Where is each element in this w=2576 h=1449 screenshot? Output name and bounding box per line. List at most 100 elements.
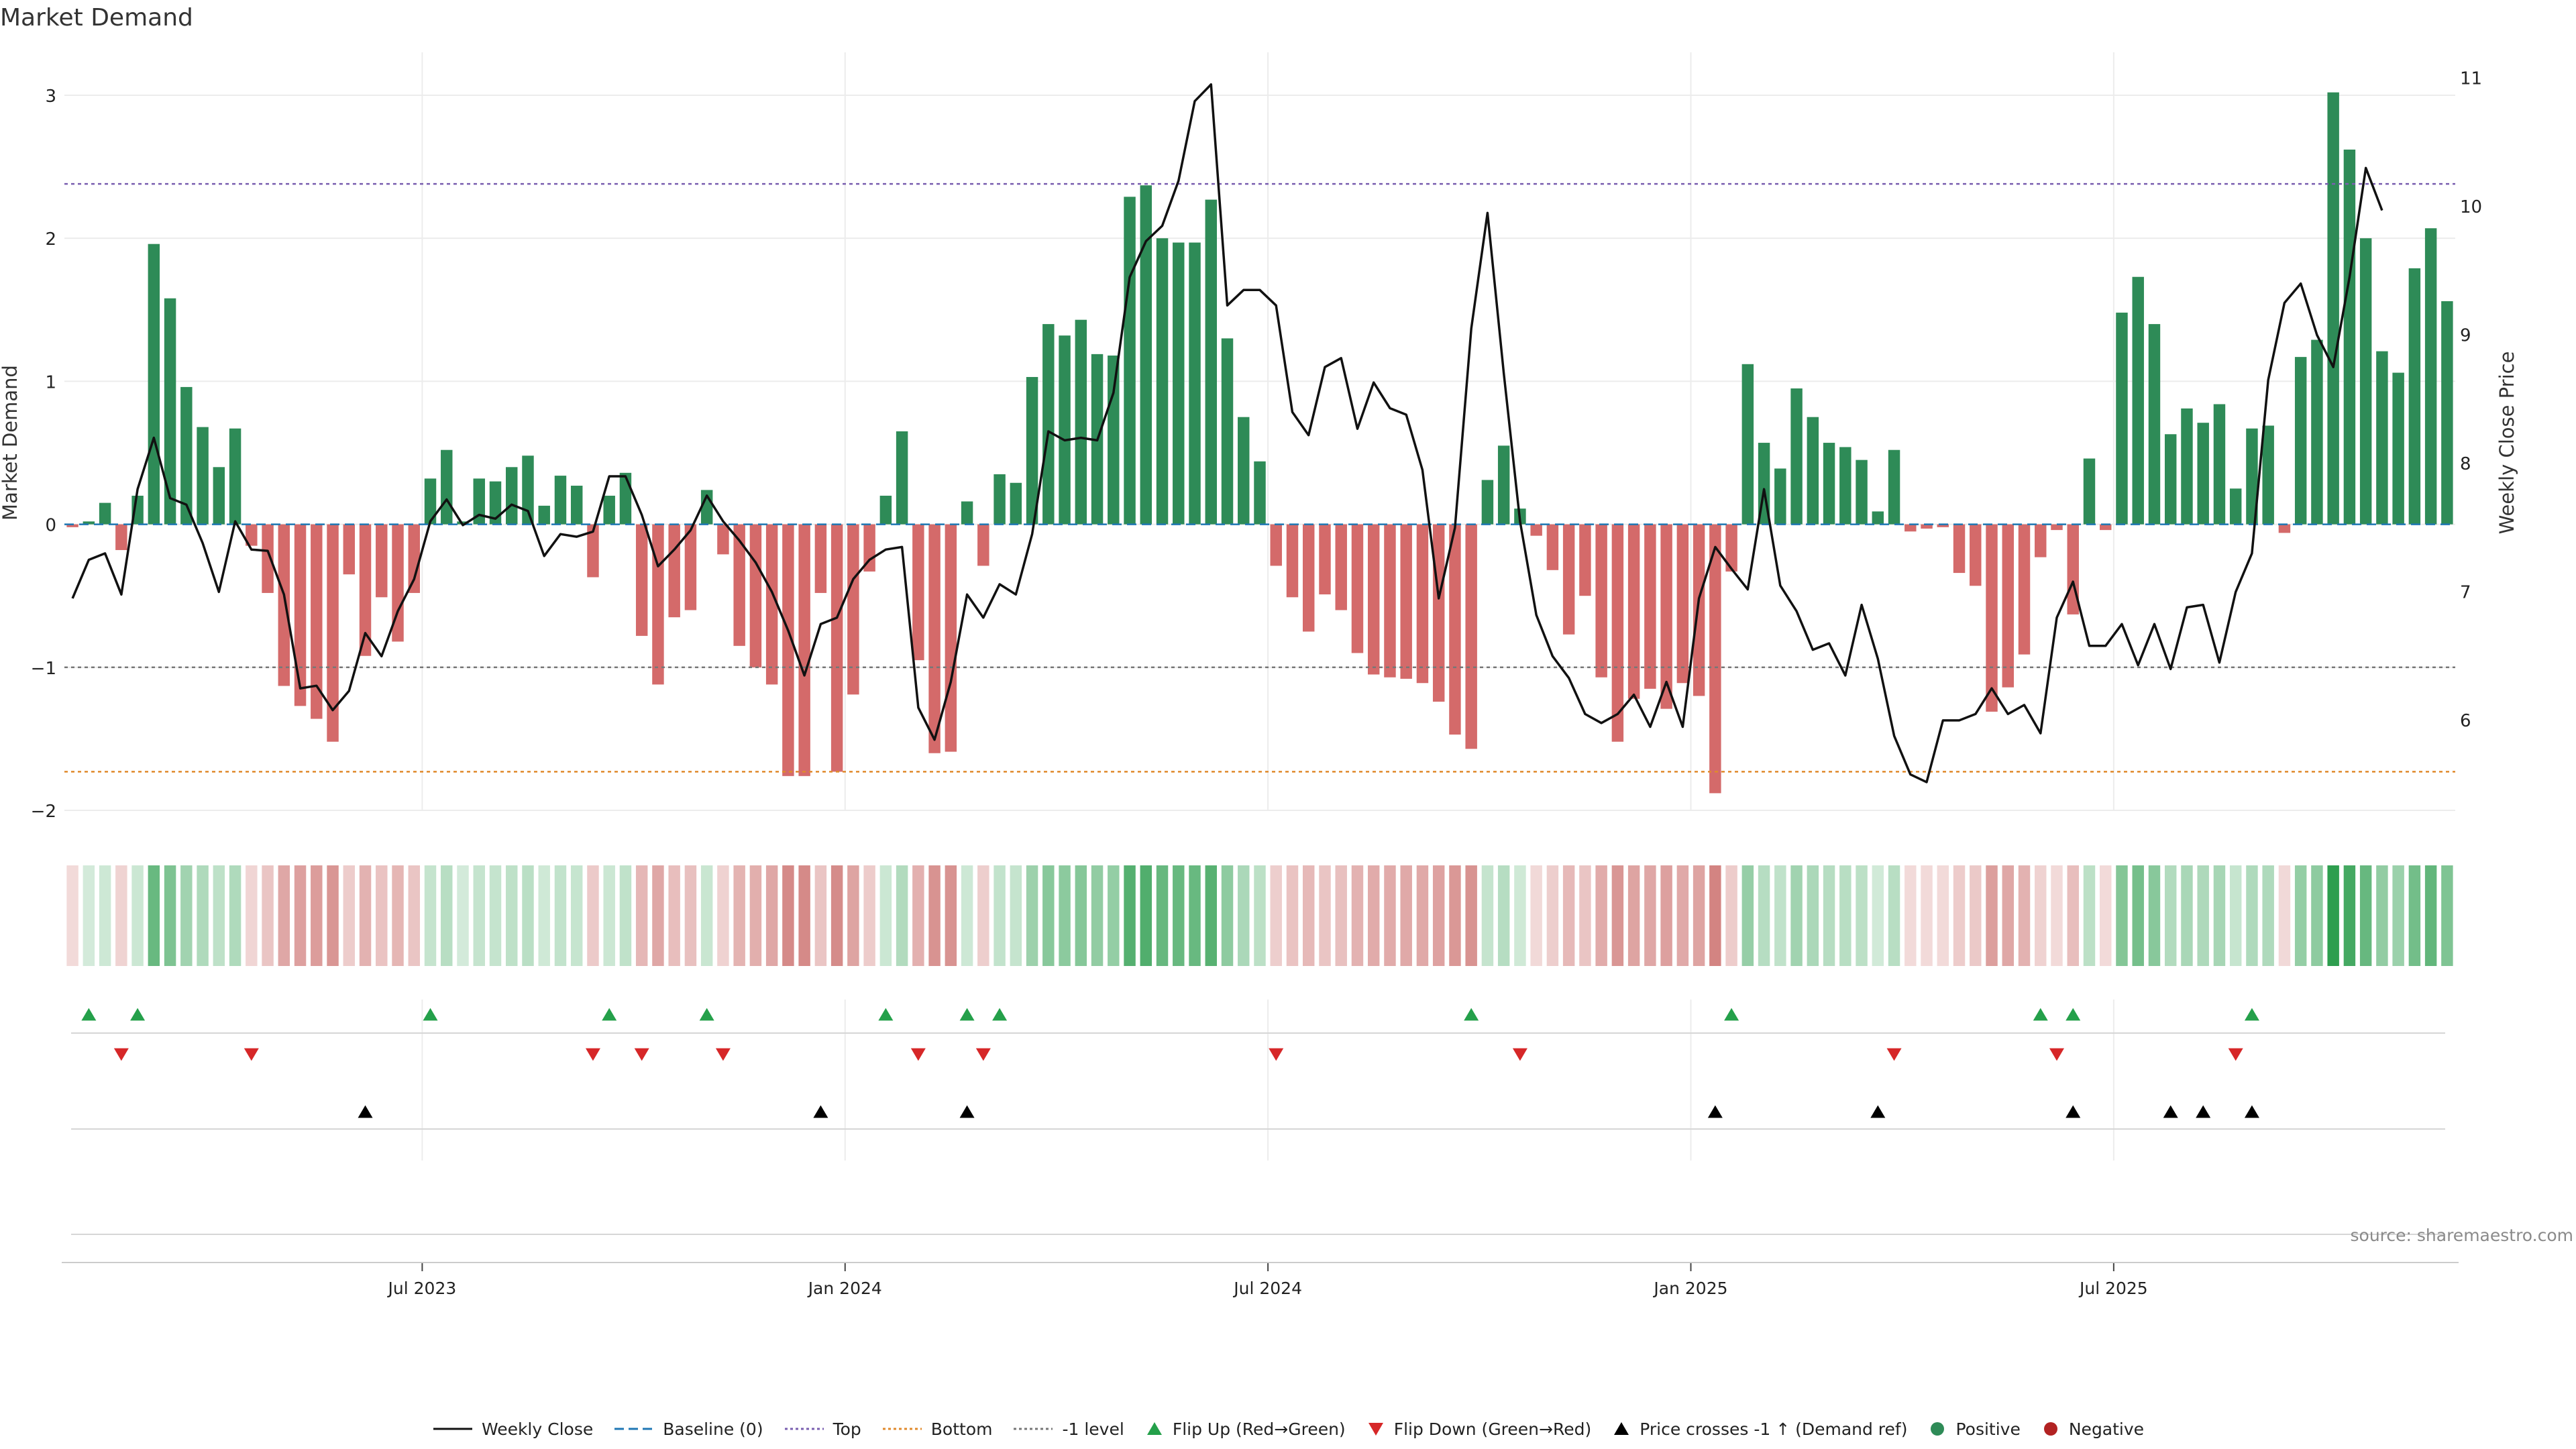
heat-cell [2067,865,2079,966]
heat-cell [1676,865,1689,966]
demand-bar [441,449,453,525]
heat-cell [1156,865,1169,966]
heat-cell [749,865,762,966]
heat-cell [1173,865,1185,966]
minus1-swatch [1014,1428,1053,1430]
source-note: source: sharemaestro.com [2351,1226,2574,1245]
flip-down-marker [1269,1048,1284,1061]
flip-down-marker [1512,1048,1527,1061]
demand-bar [912,524,924,661]
heat-cell [1124,865,1136,966]
heat-cell [66,865,78,966]
heat-cell [2311,865,2323,966]
heat-cell [603,865,615,966]
price-cross-marker [358,1105,373,1118]
demand-bar [1303,524,1315,632]
heat-cell [1904,865,1917,966]
heat-cell [765,865,778,966]
demand-bar [668,524,680,618]
demand-bar [522,455,534,525]
demand-bar [115,524,127,550]
heat-cell [587,865,599,966]
heat-cell [197,865,209,966]
heat-cell [814,865,827,966]
price-cross-marker [1707,1105,1723,1118]
flip-up-marker [1464,1008,1479,1021]
heat-cell [554,865,567,966]
demand-bar [424,478,437,525]
heat-cell [1888,865,1900,966]
demand-bar [1221,338,1234,525]
demand-bar [1059,335,1071,525]
left-tick-label: 3 [45,87,56,107]
demand-bar [2197,423,2209,525]
heat-cell [1660,865,1672,966]
demand-bar [1839,447,1851,525]
demand-bar [229,428,241,525]
heat-cell [879,865,892,966]
demand-bar [2083,458,2096,525]
legend-label: Flip Down (Green→Red) [1393,1419,1592,1439]
demand-bar [180,386,193,525]
demand-bar [2246,428,2258,525]
legend-label: Weekly Close [481,1419,594,1439]
baseline-swatch [614,1428,654,1430]
heat-cell [2148,865,2161,966]
legend-item-flip_down: Flip Down (Green→Red) [1366,1419,1592,1439]
demand-bar [473,478,485,525]
demand-bar [1432,524,1445,702]
heat-cell [1986,865,1998,966]
demand-bar [2002,524,2014,688]
demand-bar [2343,149,2356,525]
price-cross-marker [813,1105,828,1118]
heat-cell [327,865,339,966]
flip-up-marker [2033,1008,2048,1021]
heat-cell [1546,865,1559,966]
legend-label: Flip Up (Red→Green) [1172,1419,1346,1439]
signal-markers [71,1008,2445,1235]
heat-cell [1856,865,1868,966]
demand-bar [1856,460,1868,525]
heat-cell [1335,865,1347,966]
demand-bar [489,481,502,525]
demand-bar [928,524,941,753]
heat-cell [1611,865,1624,966]
demand-bar [2213,404,2226,525]
demand-bar [2100,524,2112,531]
demand-bar [164,298,176,525]
heat-cell [311,865,323,966]
heat-cell [1319,865,1331,966]
flip-down-marker [2049,1048,2064,1061]
right-tick-label: 10 [2460,197,2482,217]
demand-bar [554,476,567,525]
demand-bar [1611,524,1624,742]
heat-cell [1497,865,1510,966]
flip-up-marker [423,1008,438,1021]
demand-bar [1937,524,1949,527]
left-tick-label: 2 [45,229,56,250]
demand-bars [66,92,2453,794]
demand-bar [2148,324,2161,525]
legend-item-top: Top [784,1419,861,1439]
heat-cell [2262,865,2274,966]
demand-bar [262,524,274,593]
demand-bar [1173,242,1185,525]
flip-down-marker [2228,1048,2243,1061]
heat-cell [2294,865,2307,966]
legend-label: Positive [1955,1419,2021,1439]
demand-bar [359,524,372,656]
demand-bar [1465,524,1477,749]
right-axis-label: Weekly Close Price [2496,352,2518,535]
legend-item-positive: Positive [1927,1419,2021,1439]
heat-cell [2408,865,2421,966]
flip-down-marker [585,1048,600,1061]
heat-cell [782,865,794,966]
heat-cell [2181,865,2193,966]
heat-cell [180,865,193,966]
demand-bar [1205,199,1217,525]
demand-bar [197,427,209,525]
heat-cell [2002,865,2014,966]
flip-down-marker [634,1048,649,1061]
demand-bar [1693,524,1705,696]
demand-bar [1367,524,1380,675]
